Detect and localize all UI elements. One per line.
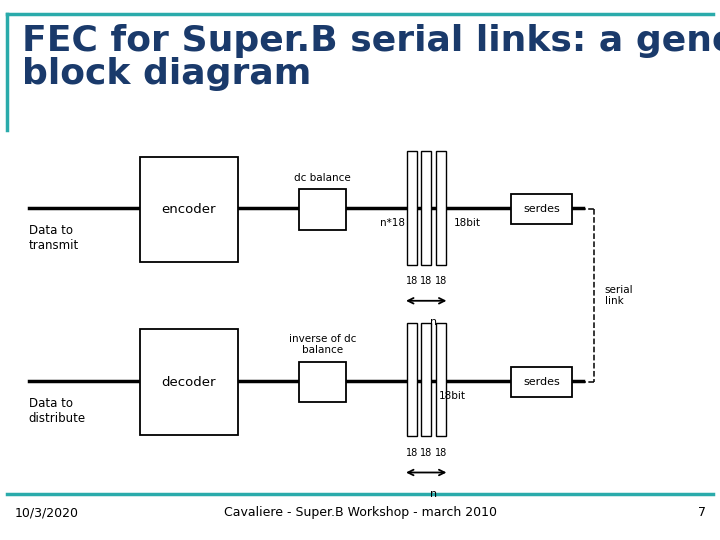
Text: 18: 18 [434, 276, 447, 287]
FancyBboxPatch shape [421, 323, 431, 436]
FancyBboxPatch shape [407, 151, 417, 265]
Text: 18bit: 18bit [438, 391, 466, 401]
Text: encoder: encoder [162, 202, 216, 216]
Text: n*18: n*18 [380, 218, 405, 228]
Text: Cavaliere - Super.B Workshop - march 2010: Cavaliere - Super.B Workshop - march 201… [223, 507, 497, 519]
Text: block diagram: block diagram [22, 57, 311, 91]
Text: inverse of dc
balance: inverse of dc balance [289, 334, 356, 355]
Text: 10/3/2020: 10/3/2020 [14, 507, 78, 519]
Text: n: n [430, 489, 437, 499]
FancyBboxPatch shape [511, 194, 572, 224]
Text: serial
link: serial link [605, 285, 634, 307]
FancyBboxPatch shape [436, 323, 446, 436]
Text: n: n [430, 317, 437, 327]
Text: 18: 18 [420, 448, 433, 458]
Text: 18: 18 [405, 276, 418, 287]
Text: FEC for Super.B serial links: a general: FEC for Super.B serial links: a general [22, 24, 720, 58]
Text: Data to
transmit: Data to transmit [29, 224, 79, 252]
FancyBboxPatch shape [140, 157, 238, 262]
Text: 7: 7 [698, 507, 706, 519]
Text: 18: 18 [434, 448, 447, 458]
FancyBboxPatch shape [140, 329, 238, 435]
FancyBboxPatch shape [511, 367, 572, 397]
Text: dc balance: dc balance [294, 172, 351, 183]
FancyBboxPatch shape [436, 151, 446, 265]
Text: serdes: serdes [523, 204, 560, 214]
Text: 18: 18 [420, 276, 433, 287]
FancyBboxPatch shape [421, 151, 431, 265]
FancyBboxPatch shape [299, 362, 346, 402]
Text: 18: 18 [405, 448, 418, 458]
Text: decoder: decoder [162, 375, 216, 389]
FancyBboxPatch shape [407, 323, 417, 436]
Text: Data to
distribute: Data to distribute [29, 397, 86, 425]
FancyBboxPatch shape [299, 189, 346, 230]
Text: serdes: serdes [523, 377, 560, 387]
Text: 18bit: 18bit [454, 218, 481, 228]
